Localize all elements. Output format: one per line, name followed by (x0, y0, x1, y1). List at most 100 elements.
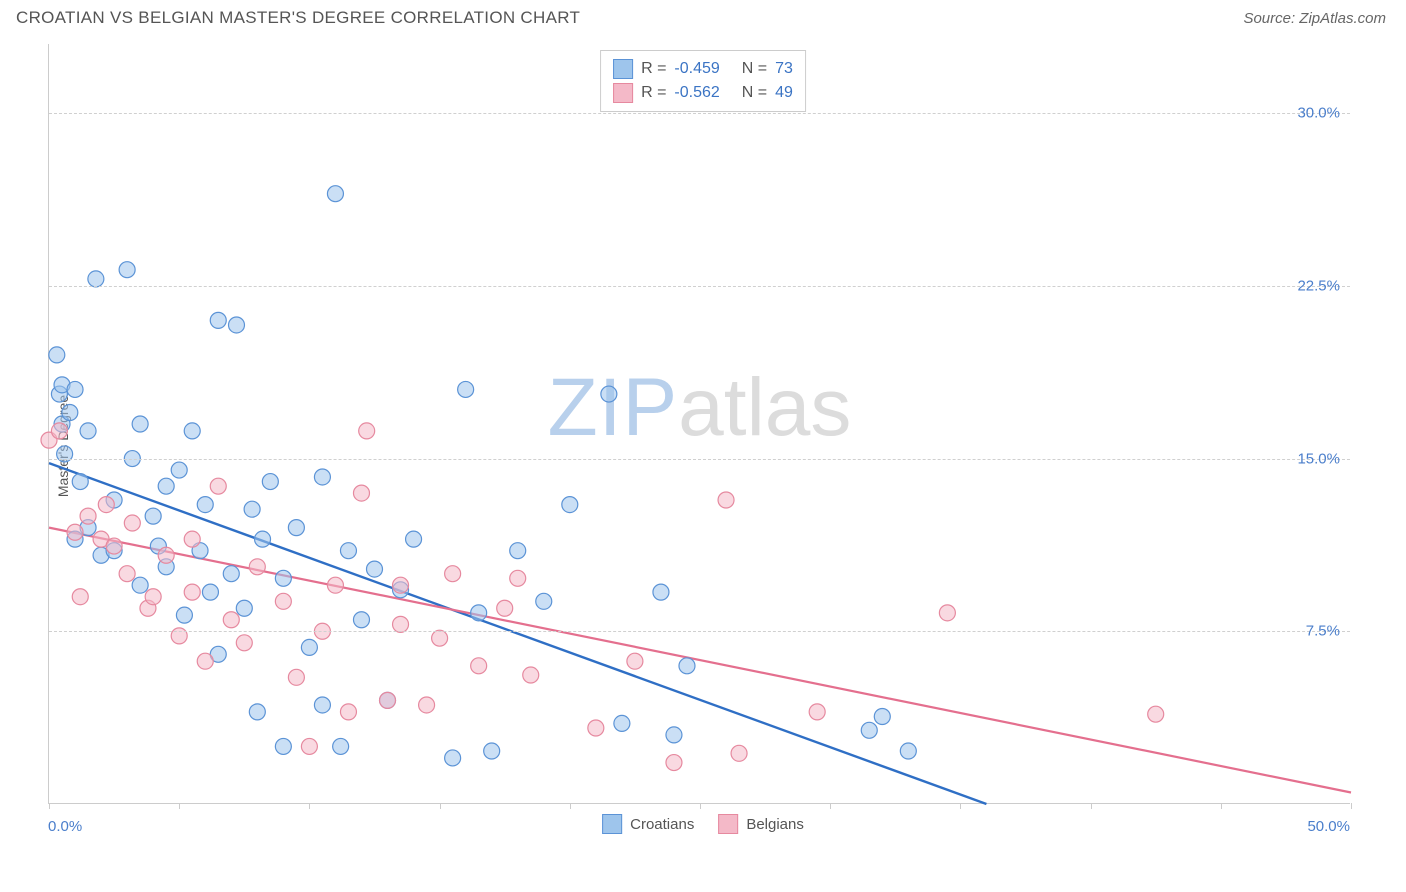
data-point (653, 584, 669, 600)
x-tick (960, 803, 961, 809)
data-point (72, 474, 88, 490)
data-point (471, 605, 487, 621)
stat-r-label: R = (641, 84, 666, 102)
data-point (49, 347, 65, 363)
series-legend: Croatians Belgians (602, 814, 804, 834)
data-point (158, 547, 174, 563)
data-point (900, 743, 916, 759)
data-point (406, 531, 422, 547)
data-point (588, 720, 604, 736)
data-point (432, 630, 448, 646)
x-axis-start: 0.0% (48, 818, 82, 835)
data-point (249, 559, 265, 575)
legend-stat-row: R = -0.459N = 73 (613, 57, 793, 81)
data-point (367, 561, 383, 577)
trendline-croatians (49, 463, 986, 804)
gridline (49, 286, 1350, 287)
legend-swatch (718, 814, 738, 834)
stat-n-label: N = (742, 60, 767, 78)
x-tick (440, 803, 441, 809)
chart-header: CROATIAN VS BELGIAN MASTER'S DEGREE CORR… (0, 0, 1406, 36)
data-point (62, 404, 78, 420)
data-point (359, 423, 375, 439)
data-point (98, 497, 114, 513)
data-point (471, 658, 487, 674)
data-point (353, 485, 369, 501)
y-tick-label: 30.0% (1297, 105, 1340, 122)
data-point (119, 262, 135, 278)
data-point (176, 607, 192, 623)
legend-swatch (602, 814, 622, 834)
chart-plot-area: ZIPatlas 7.5%15.0%22.5%30.0% (48, 44, 1350, 804)
data-point (124, 515, 140, 531)
data-point (210, 312, 226, 328)
stat-r-value: -0.562 (674, 84, 719, 102)
data-point (510, 570, 526, 586)
stat-r-label: R = (641, 60, 666, 78)
data-point (171, 462, 187, 478)
data-point (255, 531, 271, 547)
data-point (132, 416, 148, 432)
data-point (666, 755, 682, 771)
data-point (536, 593, 552, 609)
gridline (49, 459, 1350, 460)
data-point (445, 750, 461, 766)
data-point (288, 669, 304, 685)
data-point (132, 577, 148, 593)
chart-source: Source: ZipAtlas.com (1243, 10, 1386, 27)
data-point (510, 543, 526, 559)
gridline (49, 631, 1350, 632)
legend-stat-row: R = -0.562 N = 49 (613, 81, 793, 105)
data-point (314, 697, 330, 713)
x-axis-end: 50.0% (1307, 818, 1350, 835)
data-point (333, 738, 349, 754)
data-point (210, 478, 226, 494)
data-point (184, 584, 200, 600)
data-point (197, 653, 213, 669)
data-point (72, 589, 88, 605)
data-point (236, 635, 252, 651)
stat-n-value: 49 (775, 84, 793, 102)
data-point (244, 501, 260, 517)
data-point (288, 520, 304, 536)
x-tick (1221, 803, 1222, 809)
x-tick (570, 803, 571, 809)
data-point (497, 600, 513, 616)
x-tick (1091, 803, 1092, 809)
data-point (314, 469, 330, 485)
data-point (249, 704, 265, 720)
data-point (119, 566, 135, 582)
data-point (158, 478, 174, 494)
data-point (393, 577, 409, 593)
data-point (106, 538, 122, 554)
legend-label: Croatians (630, 816, 694, 833)
stat-n-label: N = (742, 84, 767, 102)
data-point (145, 508, 161, 524)
data-point (236, 600, 252, 616)
data-point (57, 446, 73, 462)
data-point (340, 704, 356, 720)
data-point (301, 738, 317, 754)
data-point (445, 566, 461, 582)
x-tick (700, 803, 701, 809)
data-point (327, 186, 343, 202)
y-tick-label: 22.5% (1297, 277, 1340, 294)
data-point (301, 639, 317, 655)
data-point (327, 577, 343, 593)
data-point (523, 667, 539, 683)
data-point (419, 697, 435, 713)
data-point (861, 722, 877, 738)
x-tick (309, 803, 310, 809)
x-tick (1351, 803, 1352, 809)
data-point (88, 271, 104, 287)
data-point (51, 423, 67, 439)
data-point (1148, 706, 1164, 722)
scatter-svg (49, 44, 1350, 803)
stat-r-value: -0.459 (674, 60, 719, 78)
legend-swatch (613, 59, 633, 79)
legend-item: Belgians (718, 814, 804, 834)
data-point (562, 497, 578, 513)
data-point (145, 589, 161, 605)
legend-item: Croatians (602, 814, 694, 834)
data-point (666, 727, 682, 743)
